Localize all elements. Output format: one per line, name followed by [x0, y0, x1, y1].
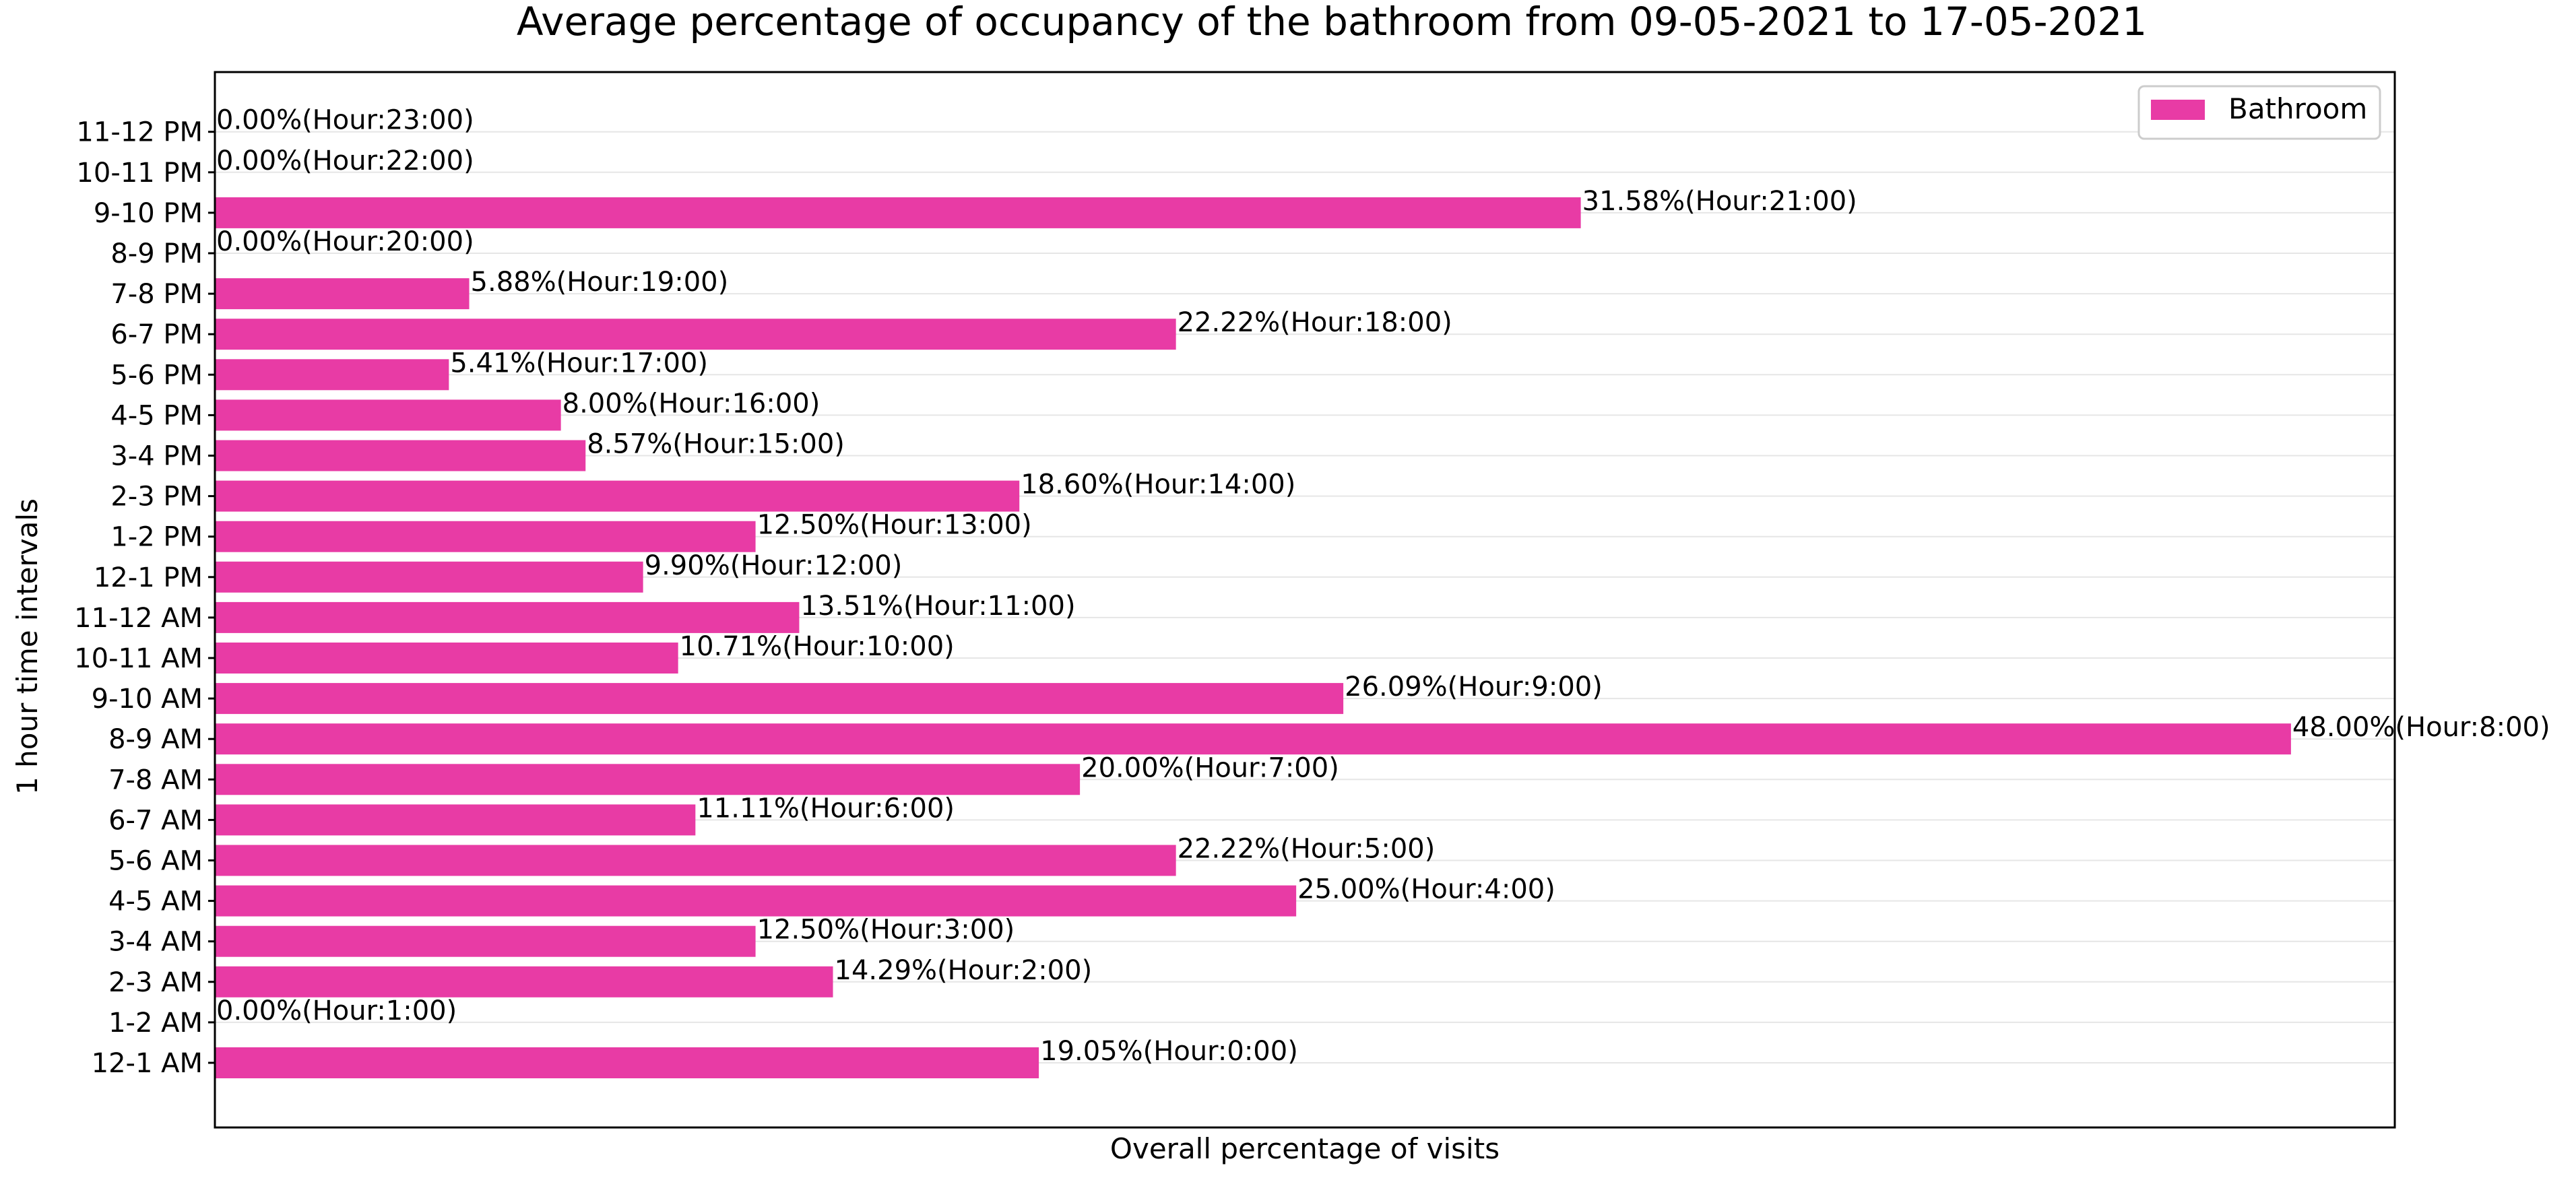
y-tick-label: 5-6 AM: [108, 846, 203, 877]
legend: Bathroom: [2137, 85, 2381, 140]
bars: [215, 197, 2291, 1078]
data-label: 19.05%(Hour:0:00): [1040, 1036, 1298, 1067]
bar-12-1-am: [215, 1047, 1039, 1078]
legend-label-bathroom: Bathroom: [2228, 92, 2367, 125]
data-label: 12.50%(Hour:3:00): [757, 915, 1015, 946]
data-label: 9.90%(Hour:12:00): [645, 550, 903, 581]
y-tick-label: 4-5 PM: [110, 400, 203, 431]
y-tick-label: 3-4 PM: [110, 441, 203, 472]
data-label: 8.57%(Hour:15:00): [587, 429, 845, 460]
data-label: 10.71%(Hour:10:00): [680, 631, 955, 662]
x-axis-label: Overall percentage of visits: [1110, 1132, 1500, 1165]
legend-frame: [2137, 85, 2381, 140]
data-label: 5.41%(Hour:17:00): [450, 348, 708, 379]
y-tick-label: 6-7 PM: [110, 319, 203, 350]
y-tick-label: 11-12 PM: [76, 117, 203, 148]
y-tick-label: 10-11 AM: [74, 643, 203, 674]
y-tick-label: 9-10 AM: [92, 684, 203, 715]
plot-area-frame: [214, 71, 2396, 1129]
y-tick-label: 1-2 PM: [110, 522, 203, 553]
y-tick-label: 3-4 AM: [108, 927, 203, 958]
bar-5-6-pm: [215, 359, 449, 391]
legend-swatch-bathroom: [2151, 100, 2205, 120]
y-tick-label: 8-9 PM: [110, 238, 203, 269]
bar-2-3-pm: [215, 480, 1020, 512]
bar-4-5-pm: [215, 399, 561, 431]
bar-4-5-am: [215, 885, 1297, 917]
data-label: 18.60%(Hour:14:00): [1021, 469, 1295, 500]
data-labels: 19.05%(Hour:0:00) 0.00%(Hour:1:00) 14.29%(…: [216, 105, 2550, 1067]
data-label: 13.51%(Hour:11:00): [800, 591, 1075, 622]
y-tick-label: 6-7 AM: [108, 805, 203, 836]
data-label: 48.00%(Hour:8:00): [2292, 712, 2550, 743]
y-tick-label: 12-1 AM: [92, 1048, 203, 1079]
bar-10-11-am: [215, 643, 678, 674]
bar-2-3-am: [215, 966, 833, 997]
bar-11-12-am: [215, 601, 800, 633]
bar-7-8-pm: [215, 278, 470, 310]
bar-12-1-pm: [215, 561, 643, 593]
bar-9-10-pm: [215, 197, 1581, 228]
bar-5-6-am: [215, 845, 1176, 876]
data-label: 0.00%(Hour:23:00): [216, 105, 474, 136]
y-tick-label: 4-5 AM: [108, 886, 203, 917]
y-tick-label: 8-9 AM: [108, 724, 203, 755]
bar-6-7-am: [215, 804, 696, 836]
bar-6-7-pm: [215, 319, 1176, 350]
y-tick-label: 12-1 PM: [94, 562, 203, 593]
y-tick-label: 5-6 PM: [110, 360, 203, 391]
data-label: 31.58%(Hour:21:00): [1582, 186, 1857, 217]
y-tick-label: 2-3 PM: [110, 482, 203, 513]
bar-8-9-am: [215, 723, 2291, 755]
data-label: 14.29%(Hour:2:00): [835, 955, 1093, 986]
data-label: 22.22%(Hour:5:00): [1178, 834, 1436, 865]
data-label: 0.00%(Hour:20:00): [216, 226, 474, 257]
data-label: 26.09%(Hour:9:00): [1345, 671, 1603, 702]
data-label: 0.00%(Hour:22:00): [216, 145, 474, 176]
chart-title: Average percentage of occupancy of the b…: [517, 0, 2147, 44]
data-label: 22.22%(Hour:18:00): [1178, 307, 1452, 338]
bar-9-10-am: [215, 683, 1344, 715]
data-label: 8.00%(Hour:16:00): [562, 388, 820, 419]
y-tick-label: 1-2 AM: [108, 1008, 203, 1039]
y-axis-label: 1 hour time intervals: [11, 498, 44, 795]
y-tick-label: 7-8 PM: [110, 279, 203, 310]
bar-7-8-am: [215, 764, 1081, 795]
y-tick-label: 9-10 PM: [94, 198, 203, 229]
data-label: 12.50%(Hour:13:00): [757, 510, 1032, 541]
y-tick-label: 11-12 AM: [74, 603, 203, 634]
data-label: 5.88%(Hour:19:00): [471, 267, 729, 298]
y-tick-label: 2-3 AM: [108, 967, 203, 998]
data-label: 20.00%(Hour:7:00): [1081, 752, 1339, 783]
bar-1-2-pm: [215, 521, 756, 552]
data-label: 25.00%(Hour:4:00): [1297, 874, 1555, 905]
y-tick-label: 7-8 AM: [108, 764, 203, 795]
data-label: 0.00%(Hour:1:00): [216, 995, 457, 1026]
y-tick-label: 10-11 PM: [76, 158, 203, 189]
bar-3-4-pm: [215, 440, 586, 471]
data-label: 11.11%(Hour:6:00): [697, 793, 955, 824]
y-axis-ticks: 12-1 AM 1-2 AM 2-3 AM 3-4 AM 4-5 AM 5-6 AM 6-7…: [74, 117, 215, 1079]
bar-3-4-am: [215, 925, 756, 957]
